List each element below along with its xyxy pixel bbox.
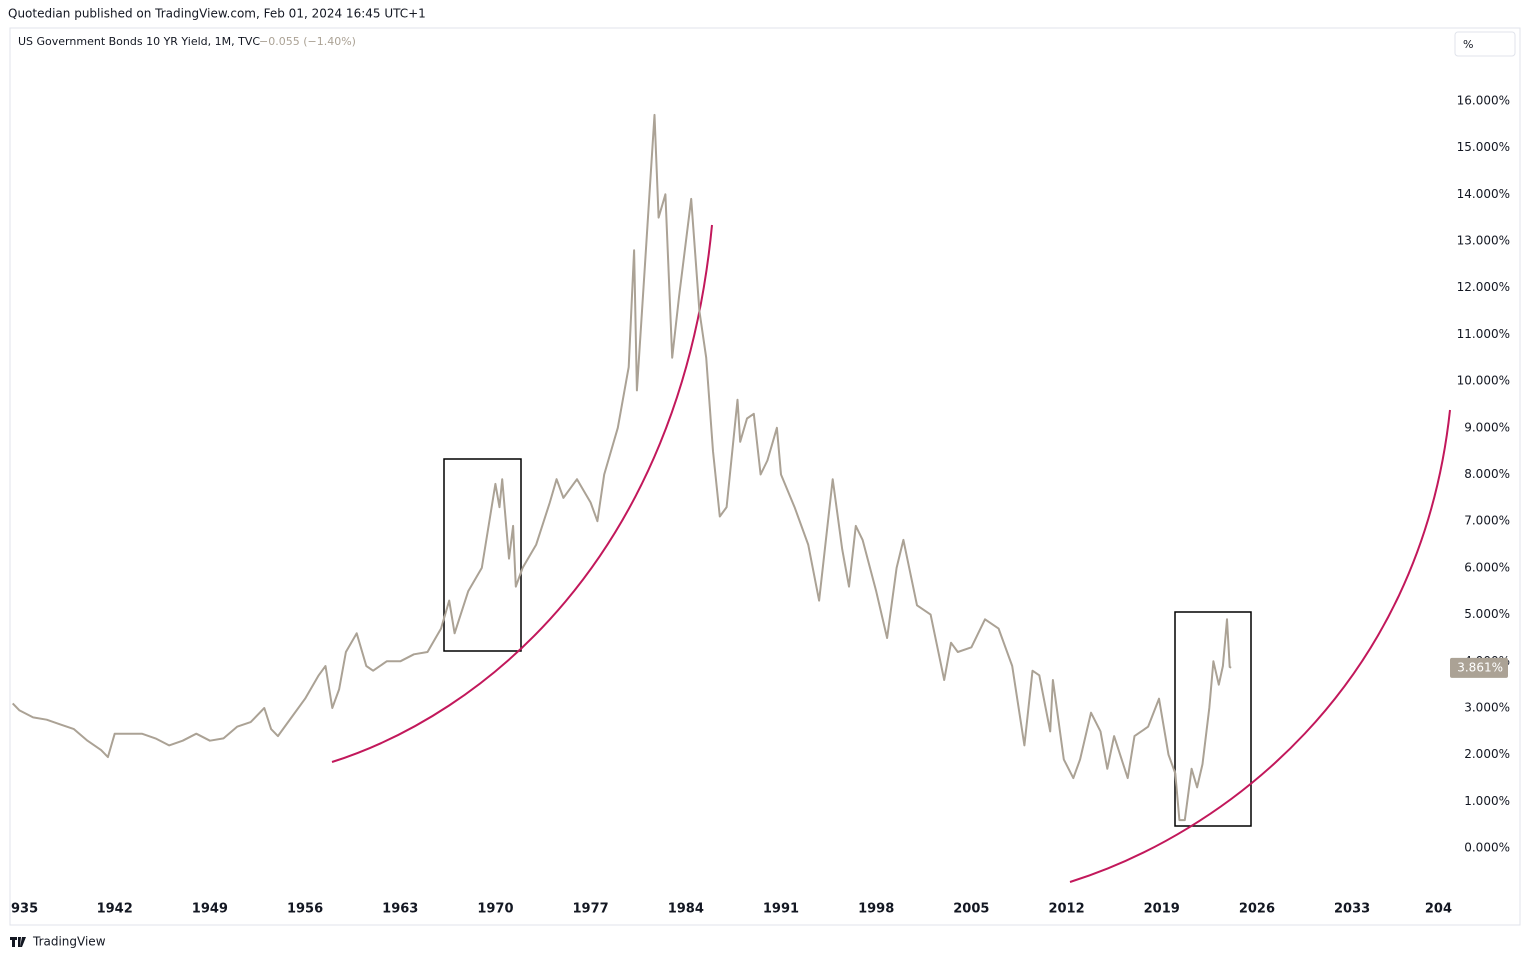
highlight-box	[1174, 611, 1252, 827]
y-tick-label: 8.000%	[1464, 467, 1510, 481]
price-line	[11, 113, 1232, 822]
y-tick-label: 10.000%	[1457, 374, 1510, 388]
y-tick-label: 16.000%	[1457, 93, 1510, 107]
y-tick-label: 3.000%	[1464, 701, 1510, 715]
x-tick-label: 1977	[573, 902, 609, 917]
plot	[11, 113, 1232, 822]
x-tick-label: 204	[1425, 902, 1452, 917]
x-tick-label: 1949	[192, 902, 228, 917]
x-tick-label: 935	[11, 902, 38, 917]
y-tick-label: 1.000%	[1464, 794, 1510, 808]
x-tick-label: 1970	[477, 902, 513, 917]
y-tick-label: 13.000%	[1457, 233, 1510, 247]
x-tick-label: 2026	[1239, 902, 1275, 917]
scale-button-label[interactable]: %	[1463, 38, 1473, 51]
y-tick-label: 2.000%	[1464, 747, 1510, 761]
last-value-marker	[1450, 657, 1508, 678]
brand-logo	[10, 937, 26, 947]
y-tick-label: 0.000%	[1464, 841, 1510, 855]
last-value-label: 3.861%	[1457, 660, 1503, 674]
y-tick-label: 14.000%	[1457, 187, 1510, 201]
x-tick-label: 2005	[953, 902, 989, 917]
y-tick-label: 5.000%	[1464, 607, 1510, 621]
x-tick-label: 1963	[382, 902, 418, 917]
curve-annotation	[331, 224, 713, 763]
x-tick-label: 1942	[97, 902, 133, 917]
legend-entry: US Government Bonds 10 YR Yield, 1M, TVC	[18, 35, 260, 48]
x-tick-label: 1984	[668, 902, 704, 917]
x-tick-label: 2033	[1334, 902, 1370, 917]
change: −0.055 (−1.40%)	[259, 35, 356, 48]
x-tick-label: 1998	[858, 902, 894, 917]
x-tick-label: 1956	[287, 902, 323, 917]
y-tick-label: 15.000%	[1457, 140, 1510, 154]
y-tick-label: 12.000%	[1457, 280, 1510, 294]
y-tick-label: 9.000%	[1464, 420, 1510, 434]
x-tick-label: 1991	[763, 902, 799, 917]
x-tick-label: 2019	[1144, 902, 1180, 917]
y-tick-label: 6.000%	[1464, 560, 1510, 574]
highlight-box	[443, 458, 522, 652]
x-tick-label: 2012	[1048, 902, 1084, 917]
scale-button[interactable]	[1454, 31, 1516, 57]
brand: TradingView	[32, 935, 106, 949]
pane-border	[9, 27, 1521, 926]
y-tick-label: 11.000%	[1457, 327, 1510, 341]
attribution: Quotedian published on TradingView.com, …	[8, 7, 426, 21]
y-tick-label: 7.000%	[1464, 514, 1510, 528]
curve-annotation	[1069, 409, 1451, 883]
